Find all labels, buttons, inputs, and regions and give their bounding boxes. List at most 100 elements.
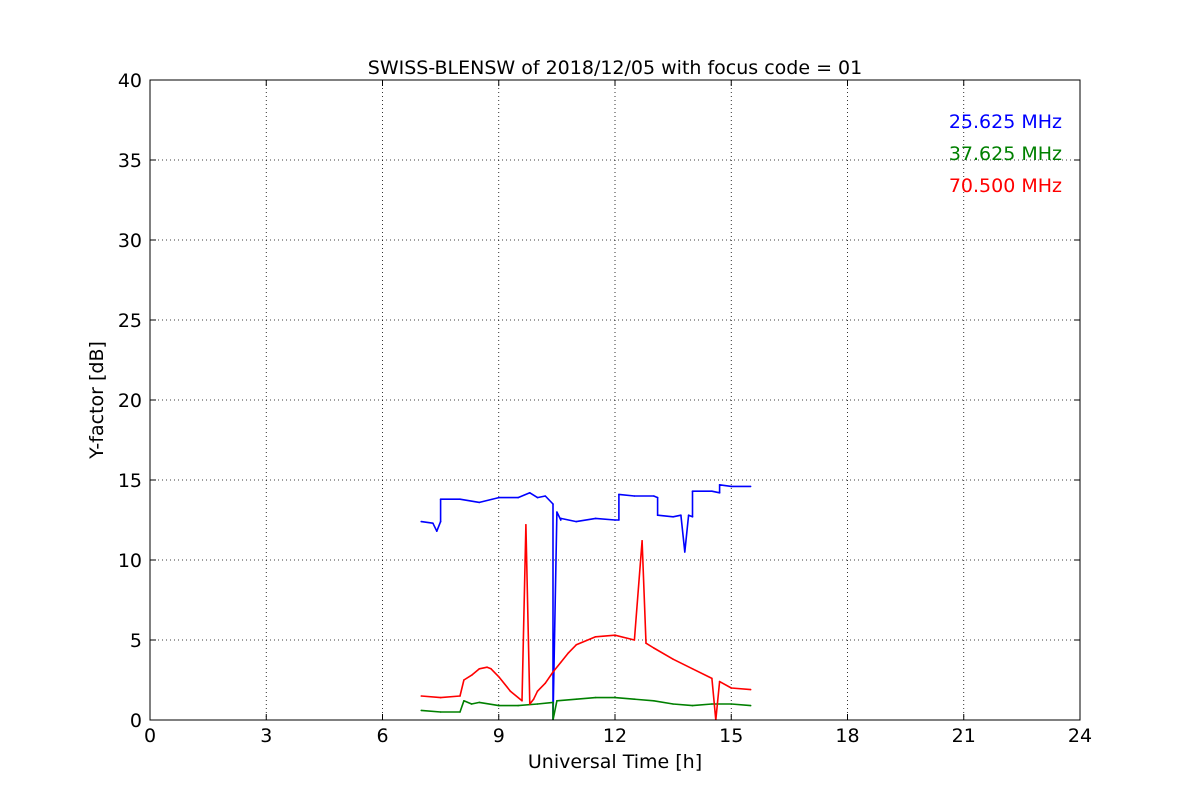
data-point bbox=[683, 551, 686, 553]
data-point bbox=[633, 495, 636, 497]
data-point bbox=[420, 695, 423, 697]
data-point bbox=[463, 700, 465, 702]
data-point bbox=[672, 516, 674, 518]
data-point bbox=[749, 485, 752, 488]
data-point bbox=[614, 634, 616, 636]
data-point bbox=[691, 516, 694, 518]
x-tick-label: 15 bbox=[719, 725, 743, 747]
y-tick-label: 25 bbox=[118, 310, 142, 332]
data-point bbox=[730, 687, 733, 689]
data-point bbox=[478, 701, 481, 704]
data-point bbox=[536, 690, 539, 692]
data-point bbox=[532, 698, 535, 700]
y-tick-label: 40 bbox=[118, 70, 142, 92]
data-point bbox=[420, 520, 423, 523]
data-point bbox=[525, 524, 527, 526]
data-point bbox=[528, 492, 531, 494]
data-point bbox=[645, 642, 647, 644]
data-point bbox=[749, 704, 752, 707]
data-point bbox=[439, 696, 442, 699]
data-point bbox=[641, 540, 643, 542]
series-37-625-mhz bbox=[420, 696, 752, 720]
legend: 25.625 MHz 37.625 MHz 70.500 MHz bbox=[949, 111, 1062, 197]
data-point bbox=[486, 666, 488, 668]
x-tick-label: 18 bbox=[835, 725, 859, 747]
data-point bbox=[556, 700, 558, 702]
data-point bbox=[459, 498, 461, 501]
data-point bbox=[711, 677, 713, 680]
data-point bbox=[687, 514, 690, 516]
data-point bbox=[711, 703, 713, 705]
x-tick-label: 21 bbox=[952, 725, 976, 747]
data-point bbox=[517, 496, 519, 499]
y-tick-label: 10 bbox=[118, 550, 142, 572]
data-point bbox=[575, 520, 578, 523]
data-point bbox=[552, 503, 554, 505]
data-point bbox=[718, 492, 721, 494]
data-point bbox=[691, 704, 694, 707]
legend-entry-25-625-mhz: 25.625 MHz bbox=[949, 111, 1062, 133]
data-point bbox=[680, 514, 682, 516]
data-point bbox=[497, 704, 500, 707]
data-point bbox=[614, 519, 616, 521]
data-point bbox=[594, 517, 597, 520]
data-point bbox=[536, 496, 539, 499]
data-point bbox=[559, 661, 562, 664]
data-point bbox=[730, 703, 733, 705]
data-point bbox=[478, 501, 481, 504]
x-tick-label: 24 bbox=[1068, 725, 1092, 747]
x-tick-label: 0 bbox=[144, 725, 156, 747]
x-tick-label: 12 bbox=[603, 725, 627, 747]
data-point bbox=[521, 700, 523, 702]
tick-labels: 0 3 6 9 12 15 18 21 24 0 5 10 15 20 25 30 35 40 bbox=[118, 70, 1092, 747]
data-point bbox=[497, 676, 500, 678]
x-tick-label: 9 bbox=[493, 725, 505, 747]
y-tick-label: 0 bbox=[130, 710, 142, 732]
data-point bbox=[439, 711, 442, 713]
data-point bbox=[711, 490, 713, 493]
data-point bbox=[594, 636, 597, 638]
y-tick-label: 30 bbox=[118, 230, 142, 252]
x-axis-label: Universal Time [h] bbox=[528, 751, 702, 773]
data-point bbox=[559, 517, 562, 520]
data-point bbox=[497, 496, 500, 499]
data-point bbox=[509, 690, 512, 692]
data-point bbox=[490, 668, 492, 670]
data-point bbox=[528, 703, 531, 705]
data-point bbox=[594, 696, 597, 699]
legend-entry-37-625-mhz: 37.625 MHz bbox=[949, 143, 1062, 165]
data-point bbox=[575, 698, 578, 700]
data-point bbox=[691, 668, 694, 670]
y-tick-label: 20 bbox=[118, 390, 142, 412]
data-point bbox=[652, 700, 655, 702]
data-point bbox=[463, 679, 465, 681]
chart-title: SWISS-BLENSW of 2018/12/05 with focus co… bbox=[368, 57, 862, 79]
data-point bbox=[672, 658, 674, 660]
y-tick-label: 15 bbox=[118, 470, 142, 492]
data-point bbox=[470, 674, 473, 676]
data-point bbox=[652, 647, 655, 649]
data-point bbox=[435, 530, 438, 532]
data-point bbox=[536, 703, 539, 705]
x-tick-label: 3 bbox=[260, 725, 272, 747]
data-point bbox=[718, 680, 721, 683]
data-point bbox=[559, 519, 562, 521]
grid bbox=[150, 80, 1080, 720]
data-point bbox=[730, 485, 733, 488]
data-point bbox=[420, 709, 423, 712]
series-line-37-625-mhz bbox=[421, 696, 751, 720]
data-point bbox=[544, 682, 547, 684]
data-point bbox=[749, 688, 752, 691]
data-point bbox=[478, 668, 481, 670]
data-point bbox=[656, 496, 659, 499]
ticks bbox=[149, 79, 1081, 721]
data-point bbox=[556, 511, 558, 513]
data-point bbox=[459, 711, 461, 713]
data-point bbox=[439, 498, 442, 501]
data-point bbox=[652, 495, 655, 497]
data-point bbox=[656, 514, 659, 516]
data-point bbox=[614, 696, 616, 699]
data-point bbox=[633, 639, 636, 641]
data-point bbox=[459, 695, 461, 697]
